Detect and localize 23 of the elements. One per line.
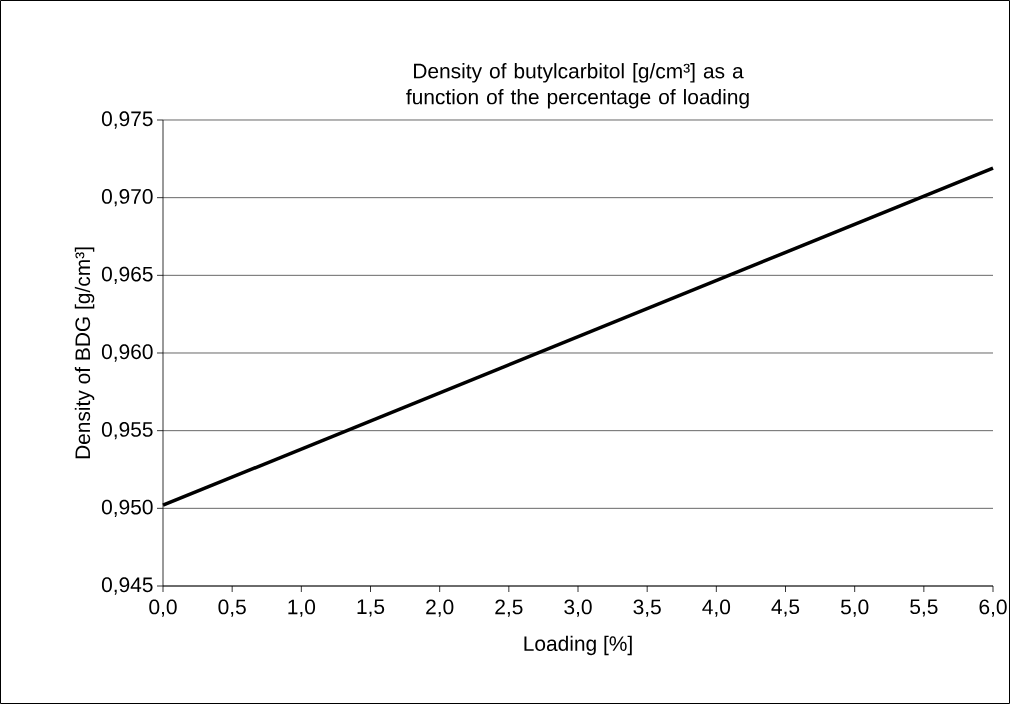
y-tick-label: 0,945 (101, 577, 153, 595)
x-tick-label: 1,0 (288, 599, 316, 617)
x-tick-label: 3,0 (564, 599, 592, 617)
x-tick-label: 1,5 (357, 599, 385, 617)
x-tick-label: 0,5 (218, 599, 246, 617)
y-tick-label: 0,975 (101, 111, 153, 129)
x-tick-label: 6,0 (979, 599, 1007, 617)
x-tick-label: 4,0 (702, 599, 731, 617)
y-tick-label: 0,960 (101, 344, 153, 362)
x-tick-label: 2,0 (426, 599, 454, 617)
x-tick-label: 4,5 (771, 599, 800, 617)
x-tick-label: 5,5 (910, 599, 938, 617)
y-axis-title: Density of BDG [g/cm³] (74, 247, 95, 459)
y-tick-label: 0,965 (101, 266, 153, 284)
y-tick-label: 0,950 (101, 499, 153, 517)
chart-title: Density of butylcarbitol [g/cm³] as a function of the percentage of loading (406, 63, 749, 109)
x-tick-label: 5,0 (840, 599, 869, 617)
x-tick-label: 0,0 (149, 599, 177, 617)
x-tick-label: 2,5 (495, 599, 523, 617)
y-tick-label: 0,970 (101, 189, 153, 207)
y-tick-label: 0,955 (101, 422, 153, 440)
x-tick-label: 3,5 (633, 599, 661, 617)
x-axis-title: Loading [%] (524, 635, 632, 656)
